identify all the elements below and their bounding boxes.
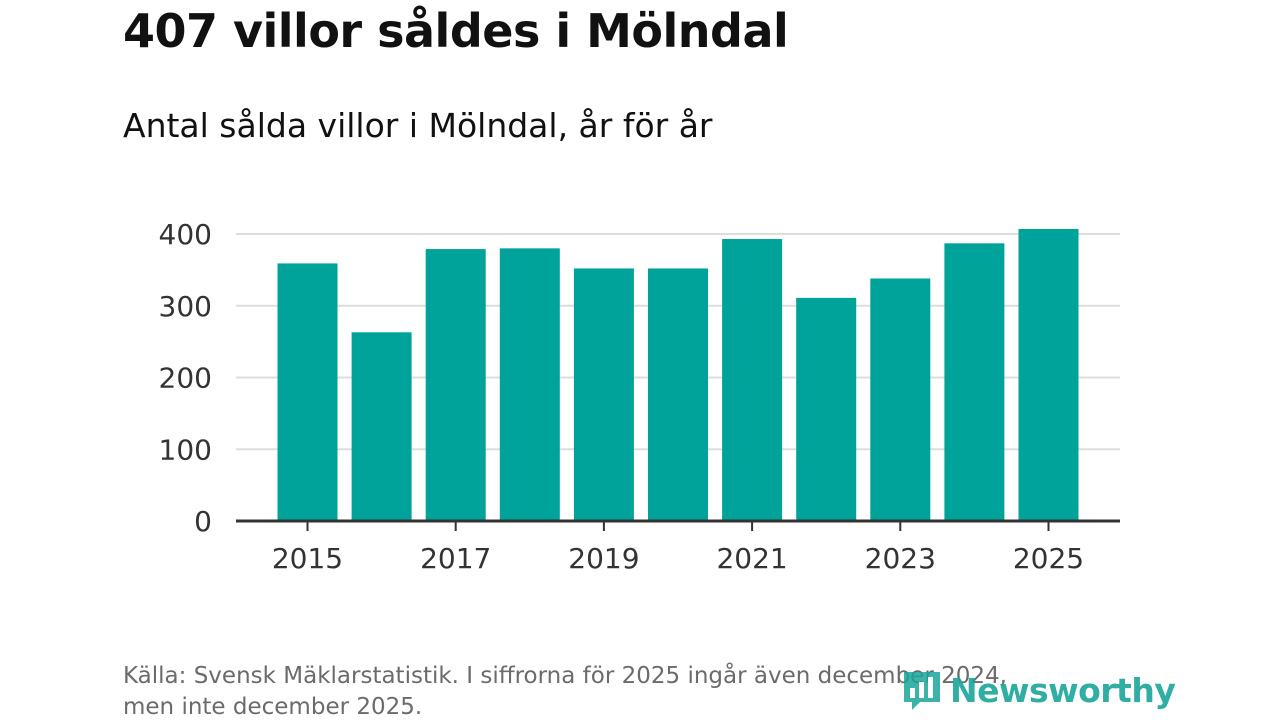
x-tick-label: 2019 <box>568 542 639 575</box>
chart-subtitle: Antal sålda villor i Mölndal, år för år <box>123 106 713 145</box>
bar-2025 <box>1018 228 1079 522</box>
x-tick-label: 2023 <box>865 542 936 575</box>
bar-2017 <box>425 249 486 521</box>
newsworthy-logo: Newsworthy <box>900 668 1176 712</box>
x-tick-label: 2025 <box>1013 542 1084 575</box>
source-note: Källa: Svensk Mäklarstatistik. I siffror… <box>123 661 1123 723</box>
chart-title: 407 villor såldes i Mölndal <box>123 4 789 58</box>
y-tick-label: 0 <box>194 505 212 538</box>
y-tick-label: 200 <box>159 362 212 395</box>
newsworthy-logo-icon <box>904 672 940 710</box>
bar-chart: 0 100 200 300 400 2015 2017 2019 2021 2023 2025 <box>159 218 1120 575</box>
bar-2019 <box>573 268 634 521</box>
source-line-2: men inte december 2025. <box>123 694 423 720</box>
x-tick-label: 2021 <box>716 542 787 575</box>
bar-2018 <box>499 248 560 521</box>
source-line-1: Källa: Svensk Mäklarstatistik. I siffror… <box>123 663 1007 689</box>
bar-2023 <box>870 278 931 521</box>
bar-2022 <box>796 297 857 521</box>
bar-2020 <box>648 268 708 521</box>
newsworthy-logo-text: Newsworthy <box>950 670 1176 710</box>
bar-2021 <box>722 239 783 521</box>
x-tick-label: 2017 <box>420 542 491 575</box>
y-tick-label: 400 <box>159 218 212 251</box>
y-tick-label: 100 <box>159 433 212 466</box>
bar-2016 <box>351 332 412 521</box>
bar-2015 <box>277 263 338 521</box>
x-tick-label: 2015 <box>272 542 343 575</box>
bar-2024 <box>944 243 1005 521</box>
y-tick-label: 300 <box>159 290 212 323</box>
